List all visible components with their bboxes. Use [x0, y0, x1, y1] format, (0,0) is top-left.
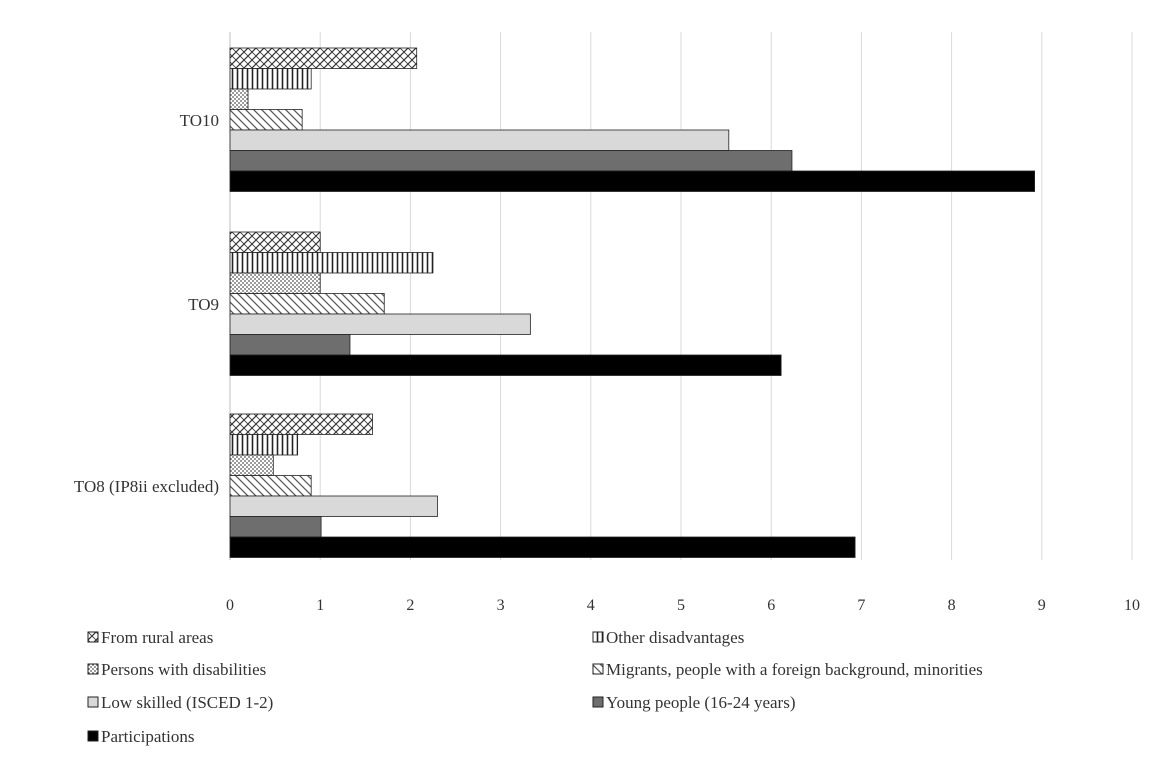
x-tick-label-0: 0 [226, 597, 234, 614]
bar-to9-other-disadvantages [229, 252, 434, 274]
bar-to9-young-people-16-24-years [229, 334, 351, 356]
bar-to10-low-skilled-isced-1-2 [229, 129, 730, 151]
x-tick-label-4: 4 [587, 597, 595, 614]
legend-swatch-persons-with-disabilities [87, 663, 99, 675]
legend: From rural areas Other disadvantages Perso… [87, 628, 983, 746]
bar-to9-persons-with-disabilities [229, 272, 321, 294]
legend-label-young-people-16-24-years: Young people (16-24 years) [606, 693, 796, 712]
category-label-to10: TO10 [180, 111, 219, 130]
bar-to8-ip8ii-excluded-young-people-16-24-years [229, 516, 322, 538]
bar-to8-ip8ii-excluded-other-disadvantages [229, 434, 299, 456]
legend-label-participations: Participations [101, 727, 194, 746]
x-tick-label-8: 8 [948, 597, 956, 614]
legend-swatch-other-disadvantages [592, 631, 604, 643]
bar-to10-persons-with-disabilities [229, 88, 249, 110]
x-tick-label-9: 9 [1038, 597, 1046, 614]
bar-to9-low-skilled-isced-1-2 [229, 313, 531, 335]
legend-label-migrants-people-with-a-foreign-background-minorities: Migrants, people with a foreign backgrou… [606, 660, 983, 679]
legend-swatch-low-skilled-isced-1-2 [87, 696, 99, 708]
x-tick-label-6: 6 [767, 597, 775, 614]
legend-swatch-young-people-16-24-years [592, 696, 604, 708]
bar-to8-ip8ii-excluded-persons-with-disabilities [229, 454, 274, 476]
bars [229, 47, 1035, 558]
bar-to10-other-disadvantages [229, 68, 312, 90]
bar-to8-ip8ii-excluded-participations [229, 536, 856, 558]
x-tick-label-10: 10 [1124, 597, 1140, 614]
legend-label-from-rural-areas: From rural areas [101, 628, 213, 647]
legend-swatch-from-rural-areas [87, 631, 99, 643]
legend-label-other-disadvantages: Other disadvantages [606, 628, 744, 647]
bar-to8-ip8ii-excluded-migrants-people-with-a-foreign-background-minorities [229, 475, 312, 497]
legend-swatch-participations [87, 730, 99, 742]
category-label-to8-ip8ii-excluded: TO8 (IP8ii excluded) [74, 477, 219, 496]
category-label-to9: TO9 [188, 295, 219, 314]
x-tick-label-3: 3 [497, 597, 505, 614]
bar-to10-young-people-16-24-years [229, 150, 793, 172]
bar-to9-from-rural-areas [229, 231, 321, 253]
grid-lines [229, 32, 1133, 560]
legend-label-persons-with-disabilities: Persons with disabilities [101, 660, 266, 679]
x-tick-label-2: 2 [406, 597, 414, 614]
x-tick-label-1: 1 [316, 597, 324, 614]
bar-to10-from-rural-areas [229, 47, 418, 69]
x-axis: 0 1 2 3 4 5 6 7 8 9 10 [226, 597, 1140, 614]
x-tick-label-5: 5 [677, 597, 685, 614]
category-labels: TO10 TO9 TO8 (IP8ii excluded) [74, 111, 219, 496]
x-tick-label-7: 7 [857, 597, 865, 614]
legend-label-low-skilled-isced-1-2: Low skilled (ISCED 1-2) [101, 693, 273, 712]
bar-to9-participations [229, 354, 782, 376]
legend-swatch-migrants-people-with-a-foreign-background-minorities [592, 663, 604, 675]
bar-to8-ip8ii-excluded-low-skilled-isced-1-2 [229, 495, 438, 517]
bar-to9-migrants-people-with-a-foreign-background-minorities [229, 293, 385, 315]
bar-to10-participations [229, 170, 1035, 192]
bar-to10-migrants-people-with-a-foreign-background-minorities [229, 109, 303, 131]
bar-to8-ip8ii-excluded-from-rural-areas [229, 413, 373, 435]
